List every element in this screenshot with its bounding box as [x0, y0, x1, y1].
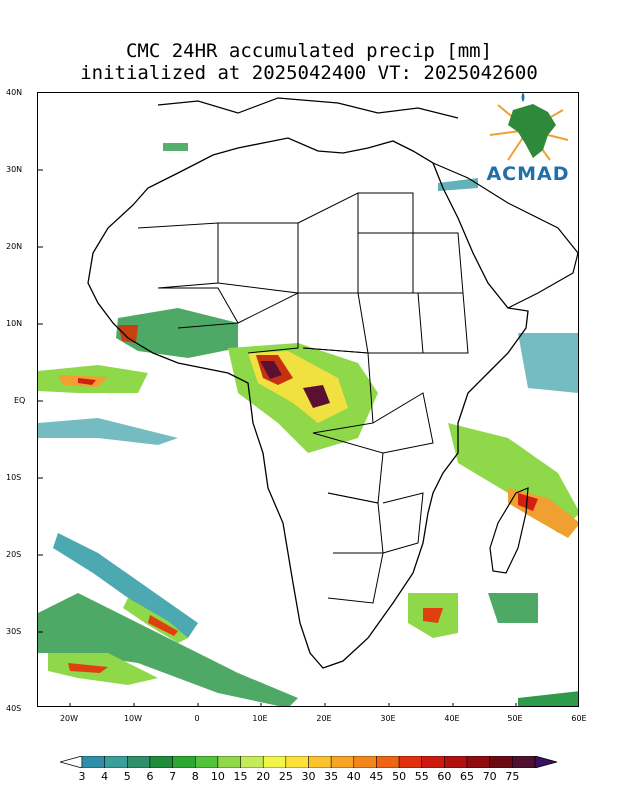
colorbar-tick-label: 50	[392, 770, 407, 783]
colorbar-swatch	[149, 756, 173, 768]
map-title: CMC 24HR accumulated precip [mm]	[125, 40, 493, 62]
colorbar-swatch	[217, 756, 241, 768]
precip-north-scatter	[163, 143, 188, 151]
lon-label-50e: 50E	[507, 714, 523, 723]
map-svg	[38, 97, 578, 706]
map-subtitle: initialized at 2025042400 VT: 2025042600	[80, 62, 538, 84]
colorbar-low-arrow	[60, 756, 83, 768]
colorbar-swatch	[262, 756, 287, 768]
colorbar-tick-label: 4	[101, 770, 109, 783]
colorbar-tick-label: 3	[78, 770, 86, 783]
colorbar-tick-label: 6	[146, 770, 154, 783]
colorbar-tick-label: 7	[169, 770, 177, 783]
lat-label-40n: 40N	[6, 88, 23, 97]
precip-south-east-heavy	[423, 608, 443, 623]
colorbar-swatch	[466, 756, 490, 768]
lon-label-10e: 10E	[252, 714, 268, 723]
colorbar-swatch	[421, 756, 445, 768]
colorbar-swatch	[240, 756, 264, 768]
africa-coastline	[87, 137, 529, 669]
lon-label-40e: 40E	[444, 714, 460, 723]
colorbar-high-arrow	[534, 756, 557, 768]
precip-congo-extreme	[303, 385, 330, 408]
precip-bottom-right	[518, 691, 578, 706]
precip-west-africa-core	[118, 325, 138, 343]
colorbar-tick-label: 30	[301, 770, 316, 783]
colorbar-tick-label: 65	[460, 770, 475, 783]
precip-indian-ocean	[518, 333, 578, 393]
precip-southeast-ocean	[488, 593, 538, 623]
colorbar-tick-label: 75	[505, 770, 520, 783]
colorbar-swatch	[353, 756, 377, 768]
colorbar-tick-label: 55	[414, 770, 429, 783]
lat-label-20s: 20S	[6, 550, 22, 559]
precipitation-layer	[38, 143, 578, 706]
acmad-logo	[478, 90, 578, 186]
lat-label-10n: 10N	[6, 319, 23, 328]
lon-label-10w: 10W	[123, 714, 143, 723]
colorbar-swatch	[285, 756, 309, 768]
europe-fragment	[157, 97, 459, 119]
precip-band-southwest-heavy	[68, 663, 108, 673]
colorbar-swatch	[172, 756, 196, 768]
arabia-outline	[432, 162, 578, 309]
lat-label-eq: EQ	[14, 396, 26, 405]
colorbar-swatch	[127, 756, 151, 768]
colorbar-swatch	[104, 756, 128, 768]
precip-west-africa	[116, 308, 238, 358]
colorbar-swatch	[330, 756, 355, 768]
colorbar-swatch	[195, 756, 219, 768]
colorbar-swatch	[512, 756, 536, 768]
lat-label-10s: 10S	[6, 473, 22, 482]
lat-label-20n: 20N	[6, 242, 23, 251]
precip-atlantic-scatter	[38, 418, 178, 445]
precip-colorbar	[60, 756, 557, 768]
lat-label-40s: 40S	[6, 704, 22, 713]
lon-label-60e: 60E	[571, 714, 587, 723]
colorbar-tick-label: 10	[210, 770, 225, 783]
madagascar-outline	[489, 487, 529, 574]
lon-label-20w: 20W	[59, 714, 79, 723]
colorbar-tick-label: 70	[482, 770, 497, 783]
colorbar-tick-label: 60	[437, 770, 452, 783]
colorbar-swatch	[376, 756, 400, 768]
precip-arabian-scatter	[438, 178, 478, 191]
lat-label-30n: 30N	[6, 165, 23, 174]
colorbar-tick-label: 45	[369, 770, 384, 783]
precip-band-diagonal	[53, 533, 198, 638]
lon-label-20e: 20E	[316, 714, 332, 723]
precip-band-diagonal-heavy	[148, 615, 178, 636]
lon-label-30e: 30E	[380, 714, 396, 723]
colorbar-tick-label: 20	[256, 770, 271, 783]
colorbar-swatch	[398, 756, 423, 768]
country-borders	[137, 192, 469, 604]
graticule-ticks	[38, 169, 517, 706]
precip-band-southwest	[38, 593, 298, 706]
africa-sun-logo-icon	[489, 92, 569, 161]
colorbar-swatch	[308, 756, 332, 768]
lat-label-30s: 30S	[6, 627, 22, 636]
lon-label-0: 0	[194, 714, 200, 723]
precip-atlantic-eq-heavy	[78, 378, 96, 385]
colorbar-tick-label: 35	[324, 770, 339, 783]
colorbar-swatch	[444, 756, 468, 768]
colorbar-swatch	[489, 756, 513, 768]
colorbar-tick-label: 25	[278, 770, 293, 783]
precip-central-africa-extreme	[260, 361, 282, 379]
colorbar-swatch	[81, 756, 105, 768]
precip-madagascar-heavy	[518, 493, 538, 511]
precip-map	[37, 92, 579, 707]
colorbar-tick-label: 40	[346, 770, 361, 783]
colorbar-tick-label: 8	[191, 770, 199, 783]
acmad-logo-text: ACMAD	[486, 163, 570, 185]
colorbar-tick-label: 5	[123, 770, 131, 783]
colorbar-tick-label: 15	[233, 770, 248, 783]
